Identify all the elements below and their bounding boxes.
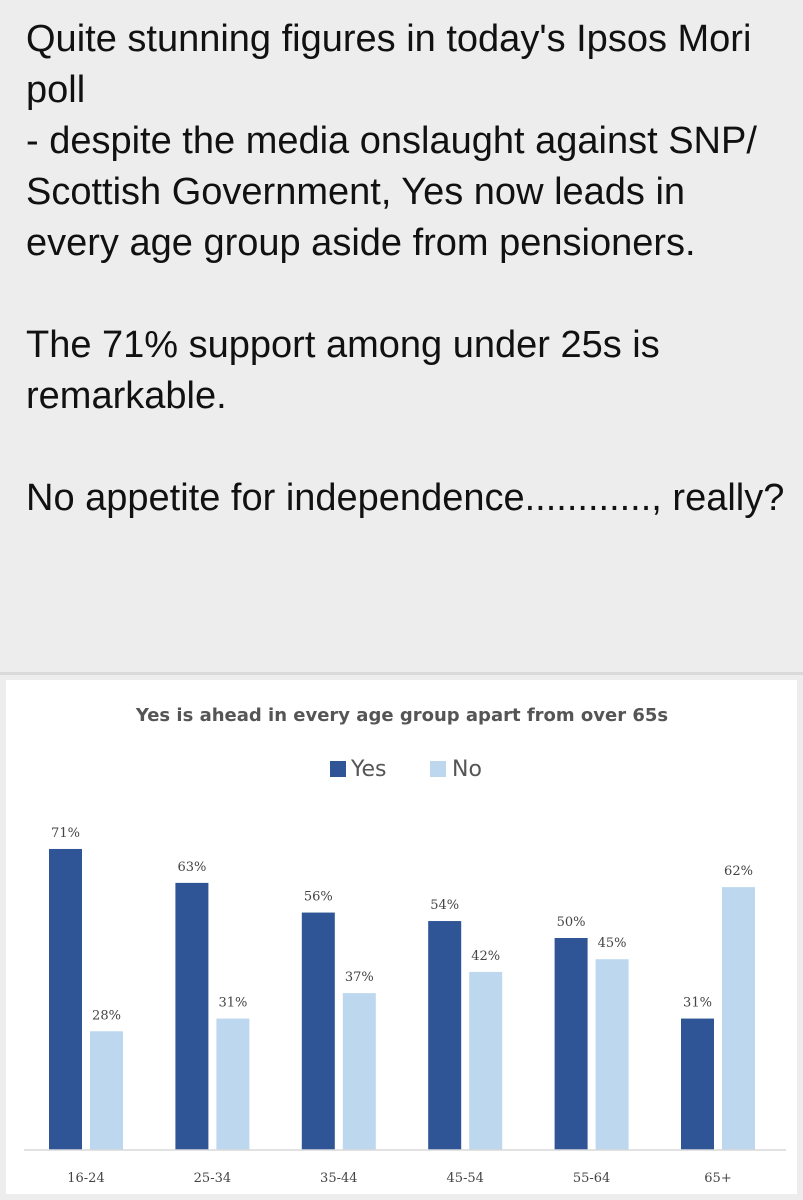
bar-no-45-54 [469,971,503,1150]
x-tick-label-35-44: 35-44 [320,1171,357,1186]
bar-no-65+ [722,887,755,1150]
legend-swatch-yes [330,761,346,777]
data-label-yes-25-34: 63% [177,860,206,875]
bar-no-55-64 [595,959,629,1150]
divider [0,672,803,675]
plot-area: 71% 28% 16-24 63% 31% 25-34 56% 37% 35-44 54% 42% 4… [49,826,755,1186]
data-label-no-65+: 62% [724,864,753,879]
x-tick-label-55-64: 55-64 [573,1171,610,1186]
bar-yes-16-24 [49,848,82,1150]
legend-label-yes: Yes [350,757,387,782]
data-label-no-45-54: 42% [471,949,500,964]
data-label-no-55-64: 45% [598,936,627,951]
data-label-no-35-44: 37% [345,970,374,985]
data-label-yes-45-54: 54% [430,898,459,913]
bar-no-16-24 [90,1031,123,1150]
legend: Yes No [330,757,482,782]
legend-swatch-no [430,761,446,777]
bar-no-25-34 [216,1018,250,1150]
chart-card: Yes is ahead in every age group apart fr… [6,680,797,1194]
bar-no-35-44 [342,993,376,1150]
bar-yes-55-64 [554,938,588,1150]
data-label-yes-16-24: 71% [51,826,80,841]
post-text: Quite stunning figures in today's Ipsos … [26,14,786,524]
data-label-no-25-34: 31% [218,996,247,1011]
post-paragraph-1: Quite stunning figures in today's Ipsos … [26,18,757,264]
post-paragraph-2: The 71% support among under 25s is remar… [26,324,660,417]
bar-yes-65+ [681,1018,714,1150]
data-label-yes-55-64: 50% [557,915,586,930]
x-tick-label-65+: 65+ [704,1171,731,1186]
bar-chart: Yes is ahead in every age group apart fr… [24,705,786,1186]
chart-title: Yes is ahead in every age group apart fr… [135,705,668,726]
bar-yes-45-54 [428,921,462,1150]
data-label-no-16-24: 28% [92,1008,121,1023]
x-tick-label-25-34: 25-34 [194,1171,231,1186]
bar-yes-35-44 [301,912,335,1150]
x-tick-label-16-24: 16-24 [67,1171,104,1186]
legend-label-no: No [452,757,482,782]
bar-yes-25-34 [175,882,209,1150]
data-label-yes-65+: 31% [683,996,712,1011]
data-label-yes-35-44: 56% [304,890,333,905]
post-paragraph-3: No appetite for independence............… [26,477,785,519]
x-tick-label-45-54: 45-54 [446,1171,483,1186]
